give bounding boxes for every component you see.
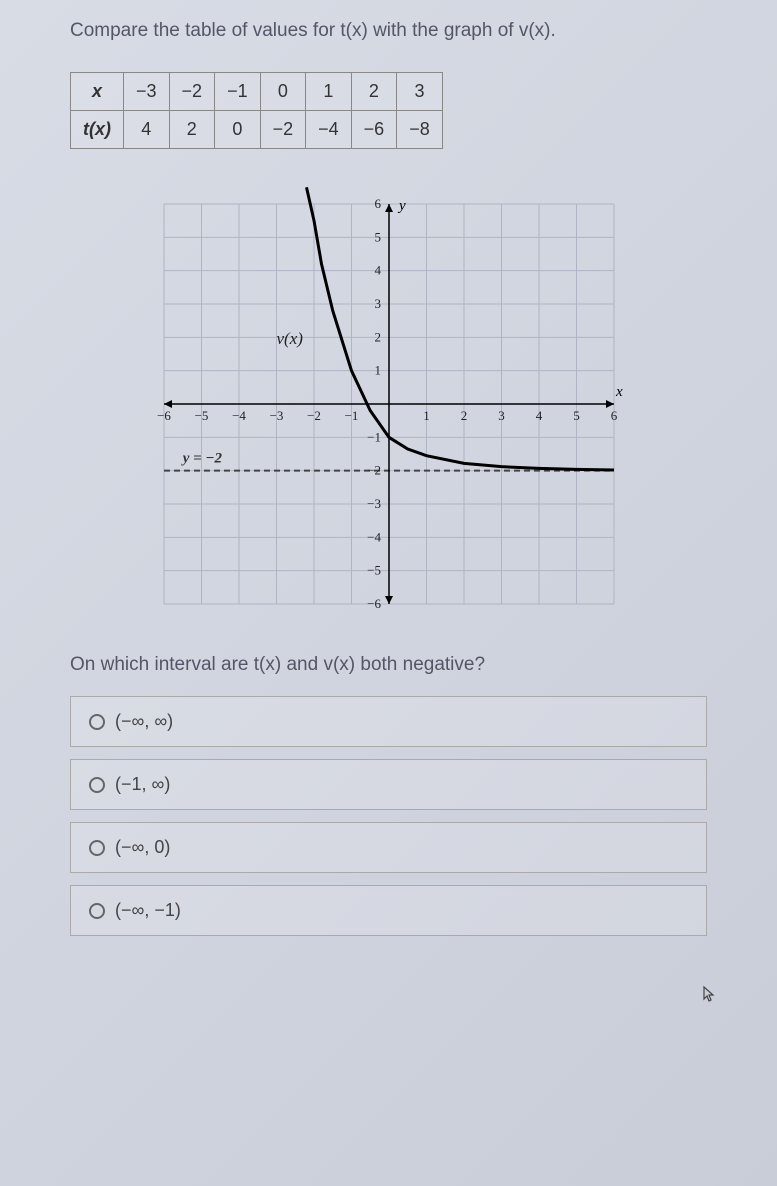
answer-option-c[interactable]: (−∞, 0) [70,822,707,873]
values-table: x −3 −2 −1 0 1 2 3 t(x) 4 2 0 −2 −4 −6 −… [70,72,443,149]
svg-text:5: 5 [374,229,381,244]
svg-text:4: 4 [535,408,542,423]
table-cell: 3 [397,73,443,111]
svg-text:−3: −3 [269,408,283,423]
table-cell: −2 [169,73,215,111]
radio-icon [89,903,105,919]
answer-option-d[interactable]: (−∞, −1) [70,885,707,936]
svg-text:x: x [615,384,623,400]
answer-option-b[interactable]: (−1, ∞) [70,759,707,810]
table-row: x −3 −2 −1 0 1 2 3 [71,73,443,111]
svg-text:−6: −6 [157,408,171,423]
sub-question-text: On which interval are t(x) and v(x) both… [70,654,707,676]
table-cell: 1 [306,73,352,111]
table-row: t(x) 4 2 0 −2 −4 −6 −8 [71,111,443,149]
table-cell: 0 [260,73,306,111]
cursor-icon [699,985,717,1010]
option-label: (−∞, ∞) [115,711,173,732]
svg-text:−6: −6 [367,596,381,611]
svg-text:−4: −4 [367,529,381,544]
svg-text:1: 1 [374,363,381,378]
graph-chart: y = −2 −6 −5 −4 −3 −2 −1 1 2 3 4 5 6 −6 −5 −4 −3 −2 −1 1 2 3 4… [139,179,639,629]
table-cell: 2 [169,111,215,149]
table-cell: −2 [260,111,306,149]
svg-text:−2: −2 [307,408,321,423]
table-cell: −6 [351,111,397,149]
svg-text:4: 4 [374,263,381,278]
svg-text:−1: −1 [344,408,358,423]
svg-text:−2: −2 [367,463,381,478]
radio-icon [89,714,105,730]
svg-text:y: y [397,198,406,214]
svg-text:−1: −1 [367,429,381,444]
option-label: (−∞, −1) [115,900,181,921]
table-cell: −3 [124,73,170,111]
svg-text:2: 2 [374,329,381,344]
svg-text:v(x): v(x) [276,329,303,348]
svg-text:5: 5 [573,408,580,423]
table-cell: 4 [124,111,170,149]
radio-icon [89,840,105,856]
table-cell: −1 [215,73,261,111]
table-cell: −8 [397,111,443,149]
row-header-tx: t(x) [71,111,124,149]
svg-text:−3: −3 [367,496,381,511]
table-cell: −4 [306,111,352,149]
option-label: (−∞, 0) [115,837,170,858]
table-cell: 2 [351,73,397,111]
question-text: Compare the table of values for t(x) wit… [40,20,737,42]
svg-text:3: 3 [498,408,505,423]
svg-text:−4: −4 [232,408,246,423]
svg-text:y = −2: y = −2 [180,451,222,467]
row-header-x: x [71,73,124,111]
svg-text:6: 6 [610,408,617,423]
radio-icon [89,777,105,793]
svg-text:2: 2 [460,408,467,423]
svg-text:−5: −5 [194,408,208,423]
svg-text:−5: −5 [367,563,381,578]
svg-text:1: 1 [423,408,430,423]
table-cell: 0 [215,111,261,149]
answer-option-a[interactable]: (−∞, ∞) [70,696,707,747]
option-label: (−1, ∞) [115,774,170,795]
svg-text:6: 6 [374,196,381,211]
svg-text:3: 3 [374,296,381,311]
